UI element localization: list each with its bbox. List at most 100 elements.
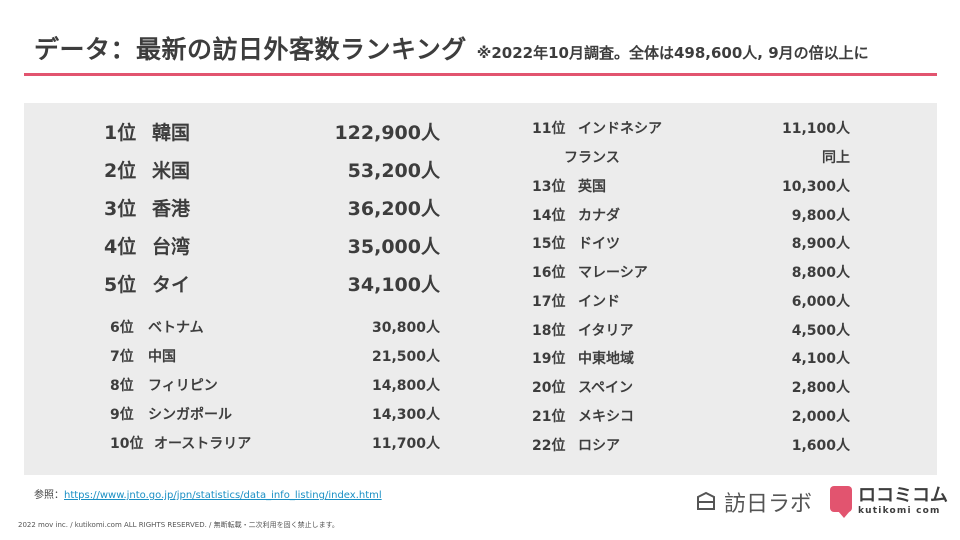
visitor-count: 35,000人 xyxy=(347,236,440,258)
country-name: メキシコ xyxy=(578,409,634,425)
visitor-count: 14,800人 xyxy=(371,378,440,394)
visitor-count: 21,500人 xyxy=(371,349,440,365)
country-name: ドイツ xyxy=(578,236,620,252)
ranking-panel xyxy=(24,103,937,475)
rank-label: 4位 xyxy=(104,236,137,258)
ranking-row: 21位 メキシコ 2,000人 xyxy=(532,406,850,426)
country-name: インドネシア xyxy=(578,121,662,137)
country-name: 香港 xyxy=(152,198,191,220)
ranking-row: 5位 タイ 34,100人 xyxy=(104,270,440,297)
visitor-count: 122,900人 xyxy=(334,122,440,144)
visitor-count: 14,300人 xyxy=(371,407,440,423)
country-name: 英国 xyxy=(578,179,606,195)
rank-label: 17位 xyxy=(532,294,566,310)
reference-line: 参照：https://www.jnto.go.jp/jpn/statistics… xyxy=(34,486,382,501)
visitor-count: 34,100人 xyxy=(347,274,440,296)
visitor-count: 同上 xyxy=(822,150,850,166)
rank-label xyxy=(532,147,564,167)
rank-label: 20位 xyxy=(532,380,566,396)
kutikomi-text: ロコミコム xyxy=(858,485,948,506)
rank-label: 3位 xyxy=(104,198,137,220)
country-name: 中国 xyxy=(148,349,176,365)
rank-label: 16位 xyxy=(532,265,566,281)
country-name: シンガポール xyxy=(148,407,232,423)
country-name: 中東地域 xyxy=(578,351,634,367)
rank-label: 11位 xyxy=(532,121,566,137)
visitor-count: 53,200人 xyxy=(347,160,440,182)
country-name: タイ xyxy=(152,274,191,296)
ranking-row: 13位 英国 10,300人 xyxy=(532,176,850,196)
ranking-row: 18位 イタリア 4,500人 xyxy=(532,320,850,340)
visitor-count: 30,800人 xyxy=(371,320,440,336)
houjitsu-labo-text: 訪日ラボ xyxy=(724,492,813,517)
ranking-row: 9位 シンガポール 14,300人 xyxy=(110,404,440,424)
rank-label: 8位 xyxy=(110,378,134,394)
survey-note: ※2022年10月調査。全体は498,600人, 9月の倍以上に xyxy=(476,44,869,62)
country-name: 台湾 xyxy=(152,236,191,258)
ranking-row: 3位 香港 36,200人 xyxy=(104,194,440,221)
country-name: ロシア xyxy=(578,438,620,454)
houjitsu-labo-logo: 訪日ラボ xyxy=(694,486,812,518)
rank-label: 18位 xyxy=(532,323,566,339)
country-name: 韓国 xyxy=(152,122,191,144)
copyright-text: 2022 mov inc. / kutikomi.com ALL RIGHTS … xyxy=(18,521,339,529)
visitor-count: 2,800人 xyxy=(791,380,850,396)
visitor-count: 4,100人 xyxy=(791,351,850,367)
country-name: 米国 xyxy=(152,160,191,182)
title-row: データ：最新の訪日外客数ランキング ※2022年10月調査。全体は498,600… xyxy=(34,30,869,66)
rank-label: 19位 xyxy=(532,351,566,367)
ranking-row: 22位 ロシア 1,600人 xyxy=(532,435,850,455)
country-name: フィリピン xyxy=(148,378,218,394)
rank-label: 6位 xyxy=(110,320,134,336)
ranking-row: 19位 中東地域 4,100人 xyxy=(532,348,850,368)
ranking-row: 8位 フィリピン 14,800人 xyxy=(110,375,440,395)
page-title: データ：最新の訪日外客数ランキング xyxy=(34,35,467,64)
ranking-row: 16位 マレーシア 8,800人 xyxy=(532,262,850,282)
rank-label: 21位 xyxy=(532,409,566,425)
rank-label: 7位 xyxy=(110,349,134,365)
country-name: フランス xyxy=(564,150,620,166)
ranking-row: フランス 同上 xyxy=(532,147,850,167)
rank-label: 9位 xyxy=(110,407,134,423)
rank-label: 10位 xyxy=(110,436,144,452)
rank-label: 15位 xyxy=(532,236,566,252)
visitor-count: 36,200人 xyxy=(347,198,440,220)
visitor-count: 8,800人 xyxy=(791,265,850,281)
rank-label: 1位 xyxy=(104,122,137,144)
visitor-count: 2,000人 xyxy=(791,409,850,425)
country-name: スペイン xyxy=(578,380,634,396)
ranking-row: 1位 韓国 122,900人 xyxy=(104,118,440,145)
ranking-row: 20位 スペイン 2,800人 xyxy=(532,377,850,397)
reference-label: 参照： xyxy=(34,490,64,501)
visitor-count: 4,500人 xyxy=(791,323,850,339)
visitor-count: 8,900人 xyxy=(791,236,850,252)
ranking-row: 14位 カナダ 9,800人 xyxy=(532,205,850,225)
ranking-row: 11位 インドネシア 11,100人 xyxy=(532,118,850,138)
title-divider xyxy=(24,73,937,76)
rank-label: 22位 xyxy=(532,438,566,454)
reference-link[interactable]: https://www.jnto.go.jp/jpn/statistics/da… xyxy=(64,490,382,501)
rank-label: 5位 xyxy=(104,274,137,296)
visitor-count: 1,600人 xyxy=(791,438,850,454)
visitor-count: 11,100人 xyxy=(781,121,850,137)
ranking-row: 17位 インド 6,000人 xyxy=(532,291,850,311)
ranking-row: 2位 米国 53,200人 xyxy=(104,156,440,183)
rank-label: 13位 xyxy=(532,179,566,195)
ranking-row: 10位 オーストラリア 11,700人 xyxy=(110,433,440,453)
country-name: インド xyxy=(578,294,620,310)
ranking-row: 4位 台湾 35,000人 xyxy=(104,232,440,259)
kutikomi-subtext: kutikomi com xyxy=(858,506,941,516)
kutikomi-logo: ロコミコム kutikomi com xyxy=(830,485,948,518)
country-name: マレーシア xyxy=(578,265,648,281)
visitor-count: 10,300人 xyxy=(781,179,850,195)
ranking-row: 15位 ドイツ 8,900人 xyxy=(532,233,850,253)
country-name: オーストラリア xyxy=(154,436,252,452)
ranking-row: 7位 中国 21,500人 xyxy=(110,346,440,366)
visitor-count: 11,700人 xyxy=(371,436,440,452)
rank-label: 2位 xyxy=(104,160,137,182)
country-name: カナダ xyxy=(578,208,620,224)
country-name: ベトナム xyxy=(148,320,204,336)
rank-label: 14位 xyxy=(532,208,566,224)
country-name: イタリア xyxy=(578,323,634,339)
houjitsu-labo-icon xyxy=(697,491,715,510)
